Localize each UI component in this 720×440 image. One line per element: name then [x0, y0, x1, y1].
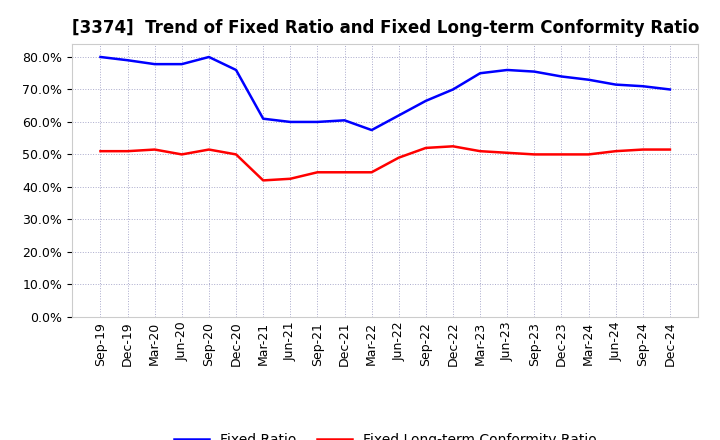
Fixed Long-term Conformity Ratio — [232, 152, 240, 157]
Legend: Fixed Ratio, Fixed Long-term Conformity Ratio: Fixed Ratio, Fixed Long-term Conformity … — [168, 427, 602, 440]
Fixed Ratio — [367, 128, 376, 133]
Fixed Long-term Conformity Ratio — [341, 170, 349, 175]
Fixed Ratio — [395, 113, 403, 118]
Fixed Ratio — [150, 62, 159, 67]
Fixed Long-term Conformity Ratio — [395, 155, 403, 160]
Fixed Ratio — [232, 67, 240, 73]
Fixed Long-term Conformity Ratio — [557, 152, 566, 157]
Fixed Ratio — [584, 77, 593, 82]
Fixed Ratio — [421, 98, 430, 103]
Fixed Ratio — [530, 69, 539, 74]
Fixed Ratio — [639, 84, 647, 89]
Title: [3374]  Trend of Fixed Ratio and Fixed Long-term Conformity Ratio: [3374] Trend of Fixed Ratio and Fixed Lo… — [71, 19, 699, 37]
Fixed Long-term Conformity Ratio — [123, 149, 132, 154]
Fixed Long-term Conformity Ratio — [286, 176, 294, 181]
Fixed Ratio — [449, 87, 457, 92]
Fixed Long-term Conformity Ratio — [204, 147, 213, 152]
Fixed Long-term Conformity Ratio — [530, 152, 539, 157]
Fixed Long-term Conformity Ratio — [476, 149, 485, 154]
Fixed Long-term Conformity Ratio — [421, 145, 430, 150]
Fixed Ratio — [259, 116, 268, 121]
Fixed Long-term Conformity Ratio — [449, 143, 457, 149]
Fixed Long-term Conformity Ratio — [503, 150, 511, 155]
Fixed Long-term Conformity Ratio — [665, 147, 674, 152]
Line: Fixed Long-term Conformity Ratio: Fixed Long-term Conformity Ratio — [101, 146, 670, 180]
Fixed Ratio — [503, 67, 511, 73]
Fixed Long-term Conformity Ratio — [367, 170, 376, 175]
Fixed Ratio — [611, 82, 620, 87]
Fixed Long-term Conformity Ratio — [259, 178, 268, 183]
Fixed Ratio — [286, 119, 294, 125]
Fixed Ratio — [313, 119, 322, 125]
Fixed Long-term Conformity Ratio — [150, 147, 159, 152]
Fixed Ratio — [665, 87, 674, 92]
Fixed Long-term Conformity Ratio — [611, 149, 620, 154]
Fixed Long-term Conformity Ratio — [178, 152, 186, 157]
Fixed Long-term Conformity Ratio — [584, 152, 593, 157]
Fixed Long-term Conformity Ratio — [313, 170, 322, 175]
Line: Fixed Ratio: Fixed Ratio — [101, 57, 670, 130]
Fixed Ratio — [476, 70, 485, 76]
Fixed Ratio — [557, 74, 566, 79]
Fixed Long-term Conformity Ratio — [639, 147, 647, 152]
Fixed Ratio — [96, 55, 105, 60]
Fixed Ratio — [123, 58, 132, 63]
Fixed Long-term Conformity Ratio — [96, 149, 105, 154]
Fixed Ratio — [341, 117, 349, 123]
Fixed Ratio — [204, 55, 213, 60]
Fixed Ratio — [178, 62, 186, 67]
